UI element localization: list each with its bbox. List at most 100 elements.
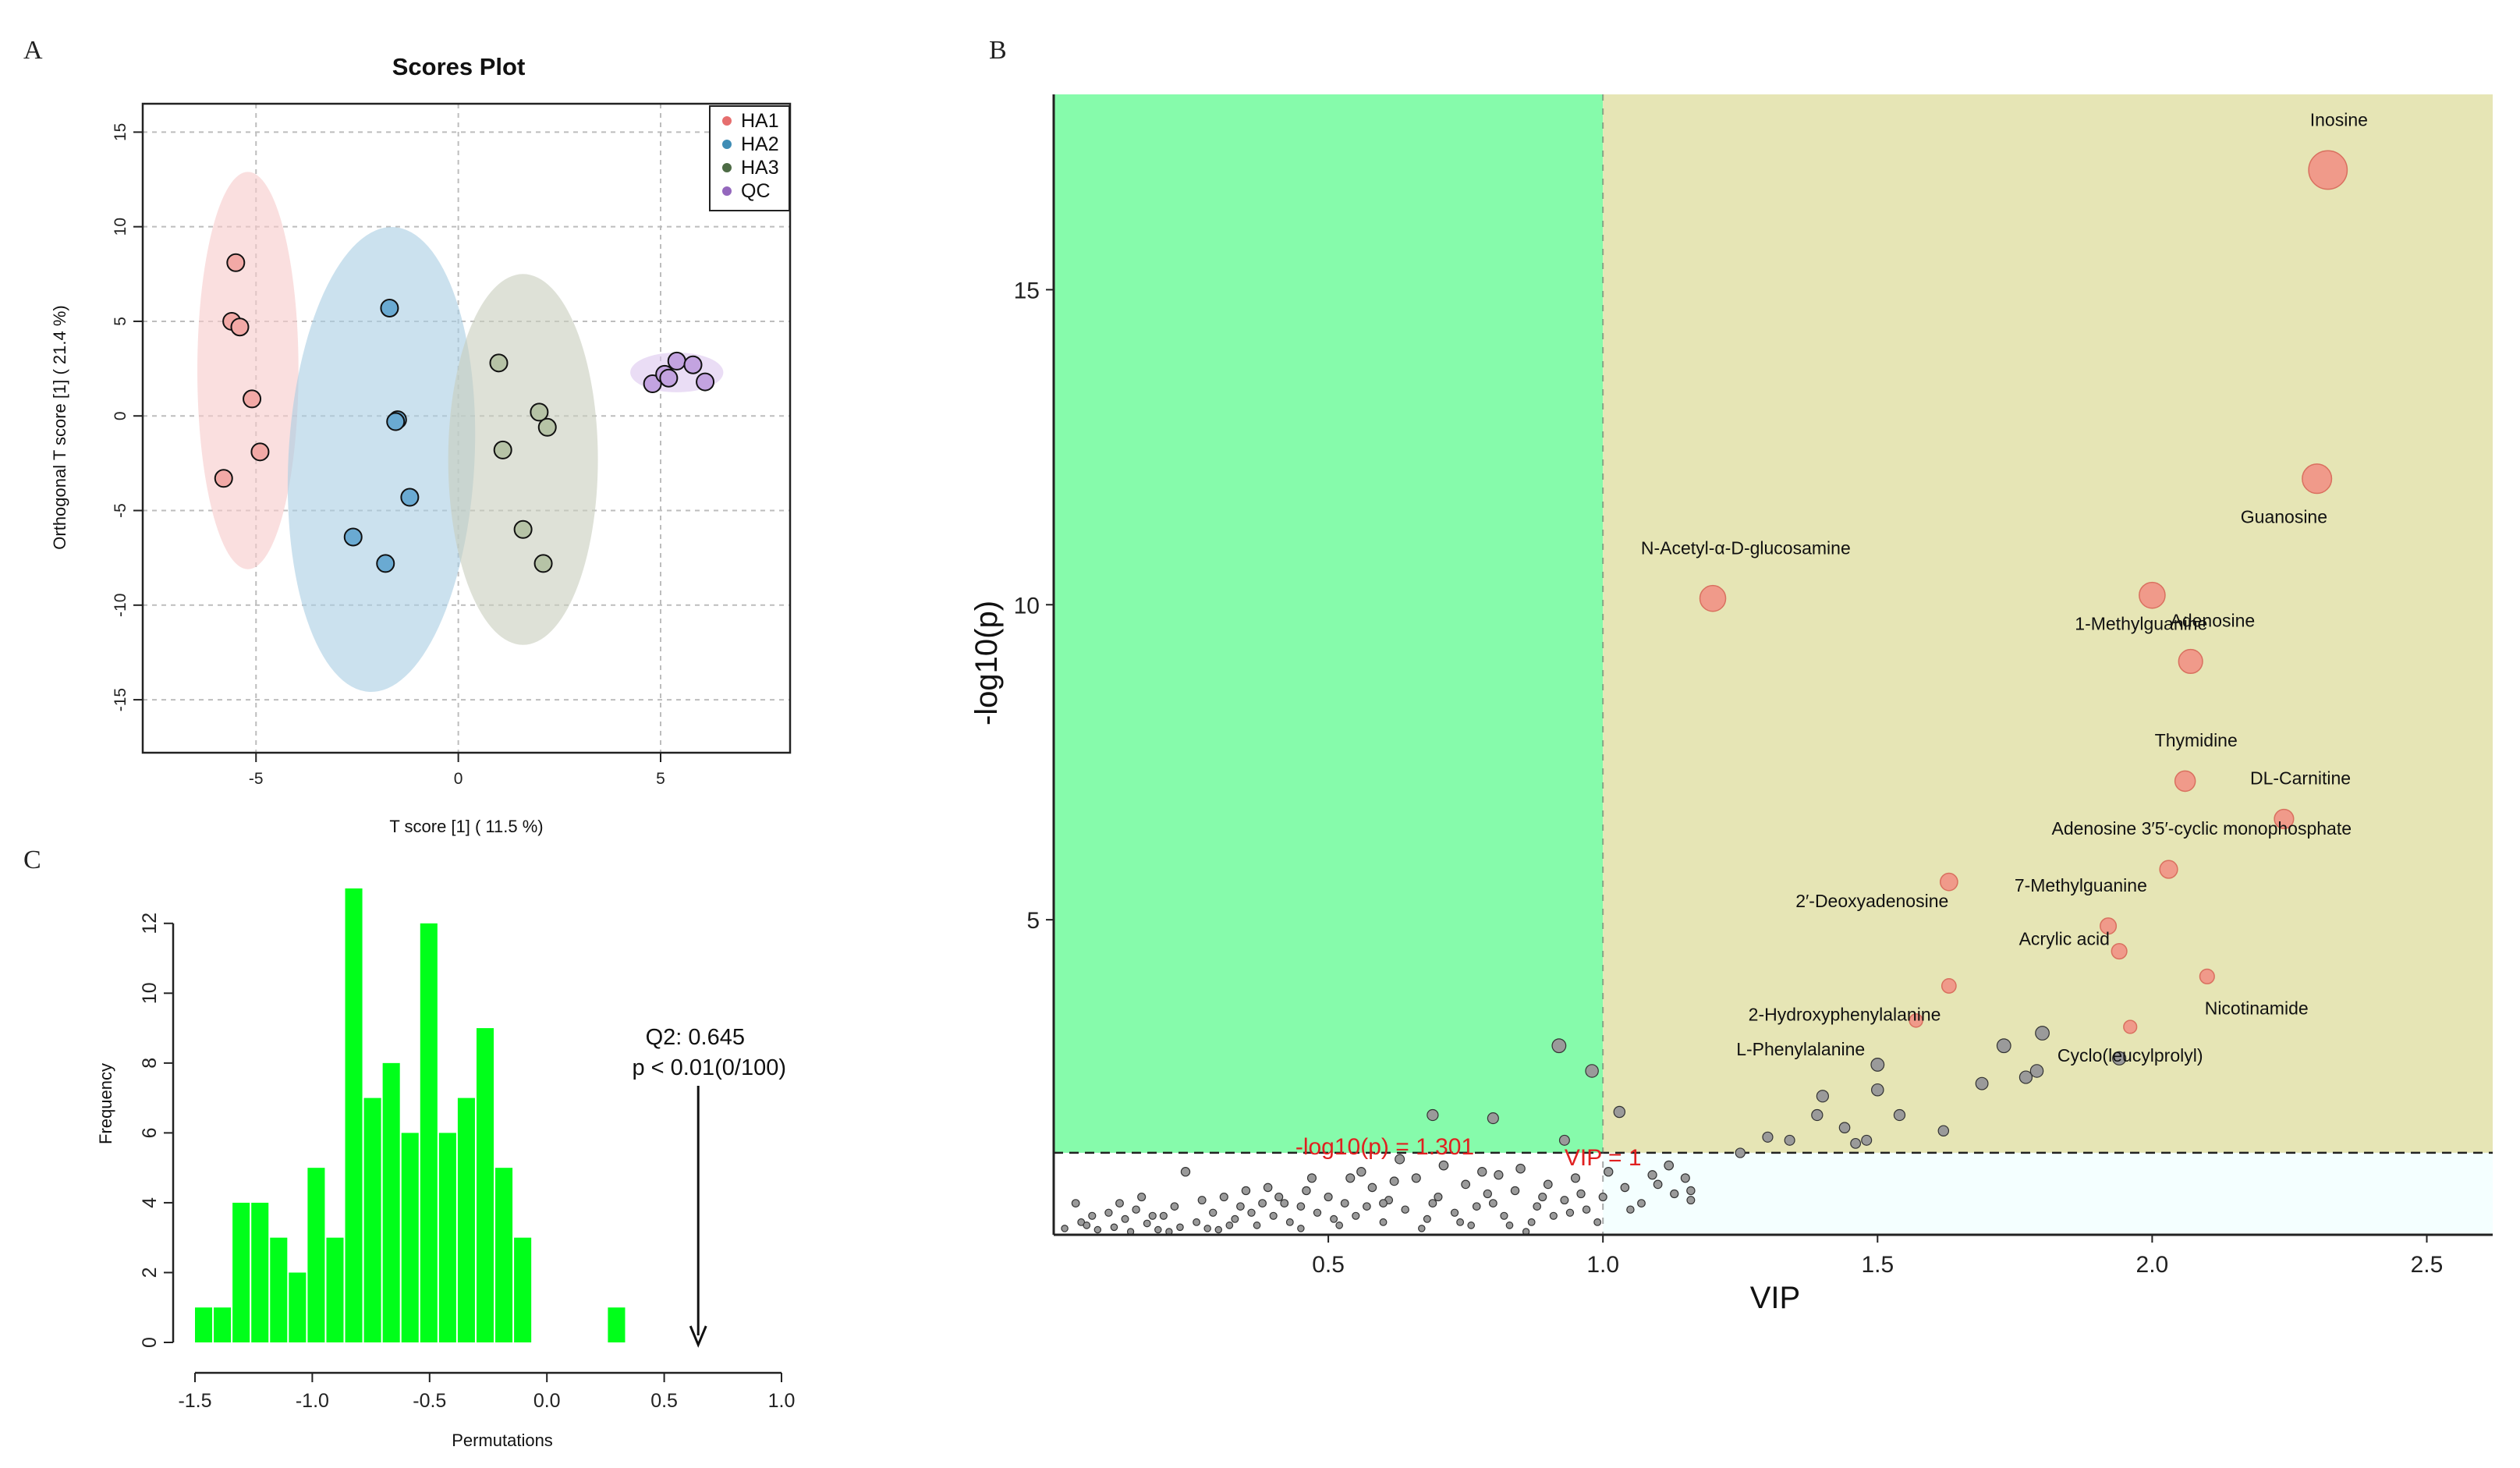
metabolite-point xyxy=(1214,1225,1222,1234)
q2-label: Q2: 0.645 xyxy=(646,1025,745,1050)
legend-marker-ha3 xyxy=(722,163,732,172)
metabolite-point xyxy=(1664,1160,1675,1171)
metabolite-point xyxy=(1077,1218,1086,1226)
metabolite-point xyxy=(1762,1131,1774,1143)
metabolite-label: 1-Methylguanine xyxy=(2075,614,2207,634)
metabolite-point xyxy=(1626,1205,1635,1214)
x-tick-label: 2.0 xyxy=(2136,1252,2169,1278)
significant-metabolite-point xyxy=(1941,978,1957,994)
metabolite-point xyxy=(1115,1199,1124,1208)
sample-point-ha1 xyxy=(226,253,246,272)
legend-marker-ha1 xyxy=(722,116,732,126)
metabolite-point xyxy=(1598,1192,1607,1202)
metabolite-label: Nicotinamide xyxy=(2205,998,2309,1018)
vip-plot-labels: Inosine Guanosine N-Acetyl-α-D-glucosamine… xyxy=(1641,109,2368,1065)
permutation-axes: -1.5 -1.0 -0.5 0.0 0.5 1.0 0 2 4 6 8 10 12 xyxy=(139,913,795,1412)
histogram-bar xyxy=(195,1307,213,1342)
legend-marker-ha2 xyxy=(722,140,732,149)
metabolite-point xyxy=(1197,1196,1207,1205)
metabolite-label: Thymidine xyxy=(2155,730,2238,750)
histogram-bar xyxy=(326,1237,344,1342)
metabolite-point xyxy=(1088,1211,1097,1220)
x-tick-label: 5 xyxy=(656,770,665,788)
metabolite-point xyxy=(1274,1192,1284,1202)
q2-arrow-head xyxy=(689,1325,707,1348)
legend-label-qc: QC xyxy=(741,180,771,202)
histogram-bar xyxy=(438,1133,456,1342)
metabolite-point xyxy=(1870,1057,1885,1072)
metabolite-point xyxy=(1613,1105,1626,1119)
metabolite-point xyxy=(1533,1202,1542,1211)
permutation-bars xyxy=(195,888,626,1342)
metabolite-point xyxy=(1427,1108,1439,1122)
metabolite-label: DL-Carnitine xyxy=(2250,768,2351,788)
x-tick-label: -1.0 xyxy=(296,1390,329,1412)
significant-metabolite-point xyxy=(2111,942,2128,960)
y-tick-label: 8 xyxy=(139,1058,161,1069)
x-tick-label: 1.0 xyxy=(768,1390,796,1412)
metabolite-point xyxy=(1620,1183,1630,1193)
histogram-bar xyxy=(214,1307,232,1342)
x-tick-label: 0 xyxy=(454,770,463,788)
metabolite-point xyxy=(2018,1070,2033,1084)
metabolite-point xyxy=(1367,1183,1377,1193)
significant-metabolite-point xyxy=(2123,1019,2138,1034)
metabolite-point xyxy=(1395,1154,1405,1165)
sample-point-ha2 xyxy=(386,412,406,431)
metabolite-point xyxy=(1604,1167,1614,1177)
metabolite-label: Inosine xyxy=(2310,109,2368,129)
metabolite-label: N-Acetyl-α-D-glucosamine xyxy=(1641,538,1851,558)
metabolite-point xyxy=(1477,1167,1487,1177)
x-tick-label: 0.5 xyxy=(1312,1252,1345,1278)
scores-plot-ticks: -5 0 5 -15 -10 -5 0 5 10 15 xyxy=(112,123,665,788)
histogram-bar xyxy=(420,923,438,1342)
vip-threshold-label: VIP = 1 xyxy=(1565,1145,1642,1171)
metabolite-point xyxy=(1061,1225,1069,1232)
y-tick-label: 5 xyxy=(112,317,129,326)
y-tick-label: 15 xyxy=(112,123,129,141)
x-tick-label: 0.5 xyxy=(650,1390,678,1412)
metabolite-point xyxy=(1280,1199,1289,1208)
metabolite-point xyxy=(1159,1211,1168,1220)
y-tick-label: 4 xyxy=(139,1197,161,1208)
legend-label-ha1: HA1 xyxy=(741,110,779,132)
panel-label-c: C xyxy=(23,846,41,874)
metabolite-point xyxy=(1647,1170,1657,1180)
metabolite-point xyxy=(1838,1122,1851,1134)
y-tick-label: 10 xyxy=(139,982,161,1004)
metabolite-point xyxy=(1434,1192,1443,1202)
histogram-bar xyxy=(363,1097,381,1342)
metabolite-point xyxy=(1137,1192,1147,1202)
metabolite-point xyxy=(1401,1205,1409,1214)
metabolite-point xyxy=(1483,1189,1492,1199)
metabolite-point xyxy=(1558,1134,1570,1146)
metabolite-point xyxy=(1071,1199,1080,1208)
sample-point-ha3 xyxy=(537,417,557,437)
metabolite-point xyxy=(1340,1199,1349,1208)
sample-point-ha2 xyxy=(343,527,363,547)
metabolite-point xyxy=(1500,1211,1508,1220)
metabolite-point xyxy=(1296,1202,1306,1211)
metabolite-point xyxy=(1996,1038,2011,1054)
metabolite-point xyxy=(1363,1202,1371,1211)
q2-arrow xyxy=(689,1086,707,1348)
metabolite-point xyxy=(1871,1083,1884,1097)
y-tick-label: 10 xyxy=(1014,593,1040,619)
metabolite-point xyxy=(1411,1173,1421,1183)
significant-metabolite-point xyxy=(2302,463,2333,495)
metabolite-point xyxy=(1488,1199,1497,1208)
scores-plot-ellipses xyxy=(197,172,724,693)
metabolite-point xyxy=(1582,1205,1591,1214)
metabolite-point xyxy=(1585,1064,1599,1078)
sample-point-ha1 xyxy=(250,442,270,462)
sample-point-ha2 xyxy=(400,488,420,507)
histogram-bar xyxy=(401,1133,419,1342)
y-tick-label: 10 xyxy=(112,218,129,236)
metabolite-label: Guanosine xyxy=(2241,506,2327,527)
metabolite-label: 7-Methylguanine xyxy=(2015,875,2147,895)
y-tick-label: 2 xyxy=(139,1268,161,1278)
vip-plot-points xyxy=(1061,150,2348,1236)
significant-metabolite-point xyxy=(2159,860,2178,879)
metabolite-point xyxy=(1193,1218,1201,1226)
